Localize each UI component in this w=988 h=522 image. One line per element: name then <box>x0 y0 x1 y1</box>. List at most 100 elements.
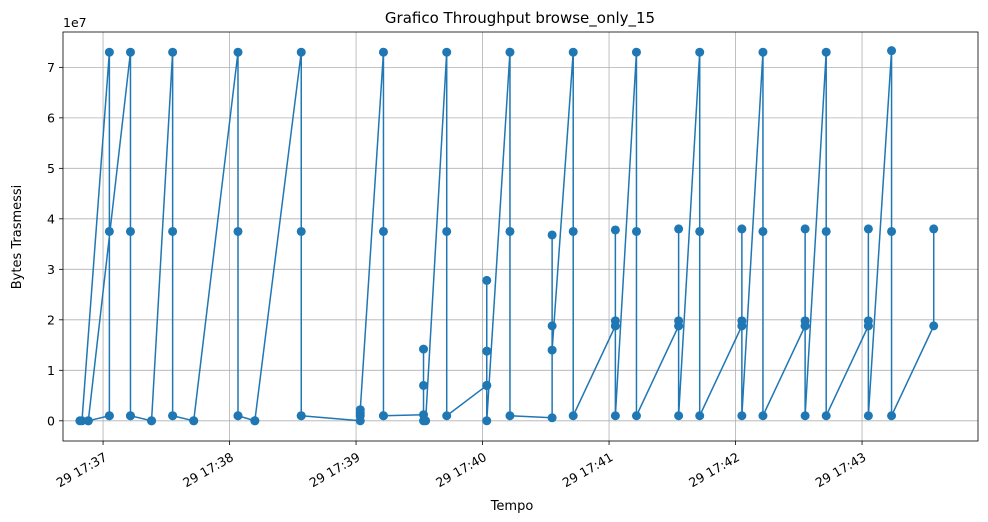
data-point <box>233 226 243 236</box>
data-point <box>758 47 768 57</box>
data-point <box>800 224 810 234</box>
data-point <box>674 224 684 234</box>
data-point <box>250 416 260 426</box>
data-point <box>104 226 114 236</box>
data-point <box>737 224 747 234</box>
data-point <box>887 46 897 56</box>
data-point <box>505 411 515 421</box>
data-point <box>929 321 939 331</box>
data-point <box>168 226 178 236</box>
data-point <box>887 411 897 421</box>
data-point <box>821 47 831 57</box>
data-point <box>77 416 87 426</box>
data-point <box>674 321 684 331</box>
y-offset-label: 1e7 <box>63 15 87 30</box>
data-point <box>863 411 873 421</box>
data-point <box>863 224 873 234</box>
y-tick-label: 6 <box>47 110 55 125</box>
data-point <box>568 411 578 421</box>
data-point <box>147 416 157 426</box>
data-point <box>610 321 620 331</box>
grid-layer <box>63 32 978 441</box>
ticks-layer: 0 1 2 3 4 5 6 7 29 17:37 29 17:38 29 17:39 29 17:40… <box>47 60 868 490</box>
data-point <box>758 226 768 236</box>
x-tick-label: 29 17:42 <box>686 449 742 490</box>
data-point <box>674 411 684 421</box>
y-axis-label: Bytes Trasmessi <box>10 185 25 290</box>
data-point <box>233 47 243 57</box>
data-point <box>887 226 897 236</box>
x-tick-label: 29 17:38 <box>180 449 236 490</box>
data-point <box>547 321 557 331</box>
y-tick-label: 2 <box>47 312 55 327</box>
data-point <box>233 411 243 421</box>
data-point <box>168 47 178 57</box>
data-point <box>695 411 705 421</box>
data-point <box>378 226 388 236</box>
data-point <box>104 411 114 421</box>
data-point <box>83 416 93 426</box>
data-point <box>442 47 452 57</box>
plot-frame <box>62 31 979 442</box>
data-point <box>482 380 492 390</box>
data-point <box>296 47 306 57</box>
data-point <box>296 226 306 236</box>
data-point <box>482 346 492 356</box>
data-point <box>821 411 831 421</box>
data-point <box>547 345 557 355</box>
data-point <box>631 47 641 57</box>
data-point <box>547 413 557 423</box>
data-point <box>568 47 578 57</box>
data-point <box>125 226 135 236</box>
data-point <box>482 416 492 426</box>
data-point <box>610 411 620 421</box>
y-tick-label: 7 <box>47 60 55 75</box>
data-point <box>800 411 810 421</box>
data-point <box>737 411 747 421</box>
data-point <box>631 226 641 236</box>
x-tick-label: 29 17:40 <box>433 449 489 490</box>
data-point <box>863 321 873 331</box>
data-point <box>547 230 557 240</box>
series-layer <box>75 46 939 426</box>
data-point <box>758 411 768 421</box>
data-point <box>378 47 388 57</box>
data-point <box>505 47 515 57</box>
x-tick-label: 29 17:43 <box>813 449 869 490</box>
data-point <box>695 47 705 57</box>
series-line <box>79 49 935 422</box>
data-point <box>442 411 452 421</box>
y-tick-label: 3 <box>47 262 55 277</box>
data-point <box>442 226 452 236</box>
data-point <box>568 226 578 236</box>
x-axis-label: Tempo <box>490 499 534 514</box>
data-point <box>189 416 199 426</box>
data-point <box>737 321 747 331</box>
y-tick-label: 0 <box>47 413 55 428</box>
data-point <box>419 344 429 354</box>
x-tick-label: 29 17:37 <box>54 449 110 490</box>
data-point <box>695 226 705 236</box>
data-point <box>631 411 641 421</box>
data-point <box>104 47 114 57</box>
data-point <box>929 224 939 234</box>
data-point <box>168 411 178 421</box>
data-point <box>800 321 810 331</box>
x-tick-label: 29 17:39 <box>307 449 363 490</box>
data-point <box>355 405 365 415</box>
data-point <box>125 411 135 421</box>
data-point <box>296 411 306 421</box>
data-point <box>419 380 429 390</box>
y-tick-label: 1 <box>47 363 55 378</box>
y-tick-label: 4 <box>47 211 55 226</box>
data-point <box>421 416 431 426</box>
data-point <box>378 411 388 421</box>
x-tick-label: 29 17:41 <box>560 449 616 490</box>
data-point <box>821 226 831 236</box>
data-point <box>482 275 492 285</box>
data-point <box>505 226 515 236</box>
data-point <box>125 47 135 57</box>
data-point <box>610 225 620 235</box>
chart-title: Grafico Throughput browse_only_15 <box>385 9 655 28</box>
